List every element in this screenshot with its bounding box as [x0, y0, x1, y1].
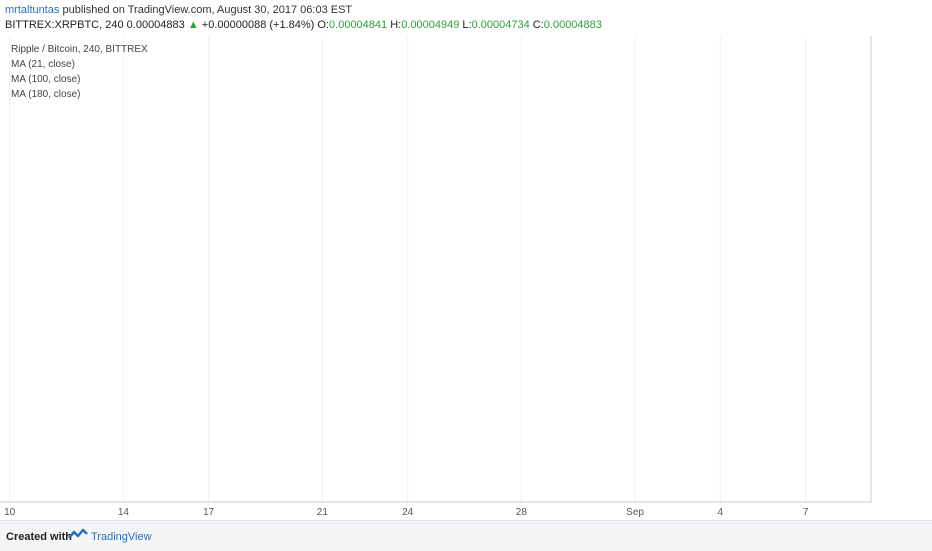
- legend-ma21: MA (21, close): [11, 59, 75, 70]
- quote-line: BITTREX:XRPBTC, 240 0.00004883 ▲ +0.0000…: [5, 18, 602, 32]
- footer-bar: Created with TradingView: [0, 520, 932, 551]
- published-line: mrtaltuntas published on TradingView.com…: [5, 3, 352, 17]
- published-text: published on TradingView.com, August 30,…: [62, 4, 353, 16]
- x-tick-label: 21: [317, 507, 329, 518]
- price-change: +0.00000088 (+1.84%): [201, 19, 315, 31]
- created-with-text: Created with: [6, 531, 73, 543]
- low-label: L:: [462, 19, 472, 31]
- low-value: 0.00004734: [471, 19, 530, 31]
- symbol-label: BITTREX:XRPBTC, 240: [5, 19, 124, 31]
- x-tick-label: 4: [718, 507, 724, 518]
- chart-area[interactable]: 0.000035000.000040000.000045000.00005000…: [0, 36, 932, 520]
- up-arrow-icon: ▲: [187, 19, 199, 31]
- header-bar: mrtaltuntas published on TradingView.com…: [0, 0, 932, 36]
- legend-ma100: MA (100, close): [11, 74, 81, 85]
- close-label: C:: [532, 19, 544, 31]
- x-tick-label: Sep: [626, 507, 644, 518]
- open-label: O:: [317, 19, 330, 31]
- x-tick-label: 17: [203, 507, 215, 518]
- author-link[interactable]: mrtaltuntas: [5, 4, 60, 16]
- legend-ma180: MA (180, close): [11, 89, 81, 100]
- chart-legend: Ripple / Bitcoin, 240, BITTREX MA (21, c…: [11, 42, 148, 102]
- last-price: 0.00004883: [126, 19, 185, 31]
- tradingview-brand-link[interactable]: TradingView: [91, 531, 152, 543]
- x-tick-label: 24: [402, 507, 414, 518]
- open-value: 0.00004841: [329, 19, 388, 31]
- price-chart[interactable]: 0.000035000.000040000.000045000.00005000…: [0, 36, 932, 520]
- high-value: 0.00004949: [401, 19, 460, 31]
- legend-title: Ripple / Bitcoin, 240, BITTREX: [11, 44, 148, 55]
- tradingview-logo-icon[interactable]: [68, 528, 88, 542]
- high-label: H:: [390, 19, 402, 31]
- x-tick-label: 28: [516, 507, 528, 518]
- x-tick-label: 10: [4, 507, 16, 518]
- close-value: 0.00004883: [543, 19, 602, 31]
- x-tick-label: 7: [803, 507, 809, 518]
- x-tick-label: 14: [118, 507, 130, 518]
